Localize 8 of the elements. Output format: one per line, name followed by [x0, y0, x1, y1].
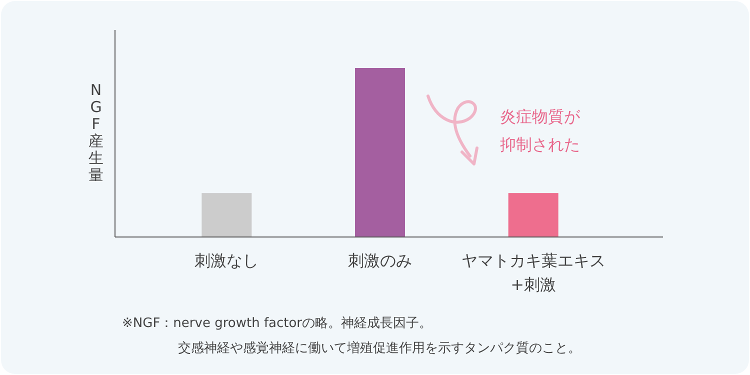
x-tick-label: 刺激なし	[194, 251, 259, 270]
x-tick-label: 刺激のみ	[348, 251, 412, 270]
text: 交感神経や感覚神経に働いて増殖促進作用を示すタンパク質のこと。	[178, 340, 581, 356]
y-axis-title: NGF産生量	[88, 81, 104, 184]
x-tick-label: ヤマトカキ葉エキス +刺激	[461, 251, 606, 294]
annotation: 炎症物質が	[500, 107, 581, 126]
annotation: 抑制された	[500, 135, 580, 154]
text: ※NGF：nerve growth factorの略。神経成長因子。	[122, 316, 432, 331]
